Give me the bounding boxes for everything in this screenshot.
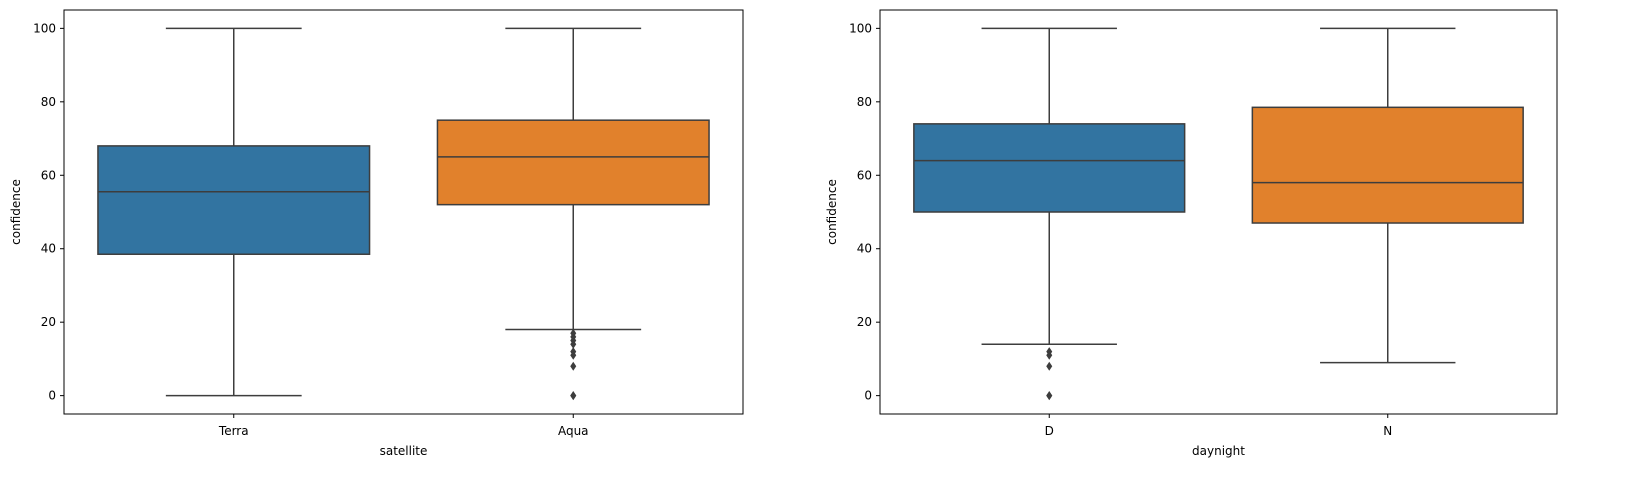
plot-panel-1: Terra Aqua 0 20 40 60 80 100 satellite confidence [9,9,744,458]
y-axis-label: confidence [9,179,23,245]
outlier-point [1046,350,1053,360]
x-tick-label: Terra [218,424,249,438]
outlier-point [570,339,577,349]
y-tick-label: 0 [48,389,56,403]
y-tick-label: 20 [857,315,872,329]
y-tick-label: 60 [857,168,872,182]
box-iqr [436,119,710,206]
y-tick-label: 40 [857,242,872,256]
y-tick-label: 0 [864,389,872,403]
outlier-point [570,350,577,360]
x-tick-label: Aqua [558,424,589,438]
box-iqr [1251,106,1524,224]
x-tick-label: D [1045,424,1054,438]
axes-frame [879,9,1558,415]
box-d [913,27,1186,401]
y-tick-label: 60 [41,168,56,182]
box-iqr [913,123,1186,213]
y-tick-label: 20 [41,315,56,329]
y-tick-label: 80 [41,95,56,109]
x-axis-label: daynight [1192,444,1245,458]
box-n [1251,27,1524,364]
box-terra [97,27,371,397]
y-tick-label: 100 [849,21,872,35]
y-tick-label: 40 [41,242,56,256]
x-axis-label: satellite [380,444,428,458]
y-tick-label: 100 [33,21,56,35]
y-axis-label: confidence [825,179,839,245]
outlier-point [1046,391,1053,401]
outlier-point [570,391,577,401]
x-tick-label: N [1383,424,1392,438]
plot-panel-2: D N 0 20 40 60 80 100 daynight confidence [825,9,1558,458]
outlier-point [1046,361,1053,371]
outlier-point [570,361,577,371]
axes-frame [63,9,744,415]
box-iqr [97,145,371,255]
box-aqua [436,27,710,401]
y-tick-label: 80 [857,95,872,109]
